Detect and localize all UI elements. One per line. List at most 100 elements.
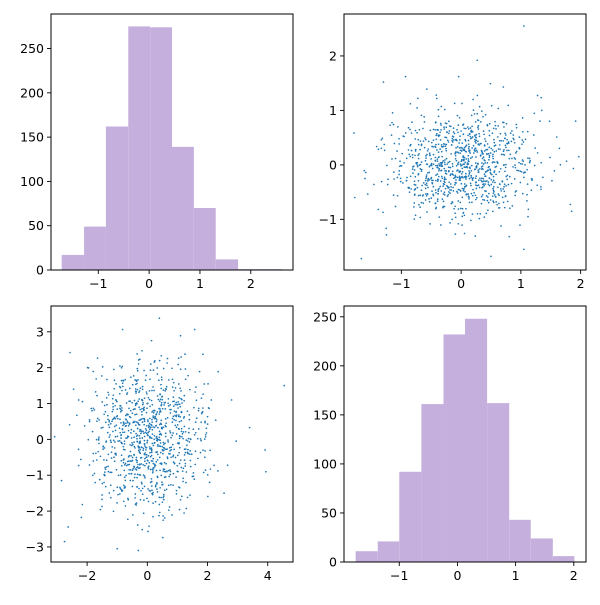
- scatter-point: [466, 126, 469, 128]
- scatter-point: [142, 449, 145, 451]
- scatter-point: [480, 142, 482, 145]
- scatter-point: [155, 420, 158, 423]
- scatter-point: [180, 427, 183, 430]
- scatter-point: [125, 422, 127, 425]
- scatter-point: [149, 455, 152, 458]
- scatter-point: [412, 165, 415, 168]
- scatter-point: [437, 190, 440, 193]
- scatter-point: [411, 121, 413, 124]
- scatter-point: [145, 432, 148, 435]
- scatter-point: [67, 526, 70, 528]
- scatter-point: [424, 193, 427, 195]
- scatter-point: [185, 439, 188, 441]
- scatter-point: [129, 409, 132, 412]
- scatter-point: [476, 212, 479, 215]
- scatter-point: [443, 194, 446, 196]
- scatter-point: [91, 409, 93, 412]
- scatter-point: [435, 179, 437, 182]
- scatter-point: [112, 408, 115, 411]
- scatter-point: [519, 224, 521, 226]
- scatter-point: [91, 474, 94, 477]
- scatter-point: [184, 462, 187, 465]
- plot-area: [53, 317, 286, 552]
- scatter-point: [396, 176, 399, 179]
- scatter-point: [189, 494, 191, 496]
- scatter-point: [156, 488, 158, 490]
- scatter-point: [540, 96, 543, 99]
- scatter-point: [426, 150, 429, 152]
- scatter-point: [474, 135, 476, 137]
- scatter-point: [177, 407, 179, 409]
- scatter-point: [157, 398, 160, 401]
- scatter-point: [408, 153, 411, 156]
- scatter-point: [522, 172, 525, 174]
- scatter-point: [109, 484, 112, 487]
- scatter-point: [468, 198, 470, 200]
- histogram-bar: [443, 334, 465, 562]
- scatter-point: [206, 415, 209, 418]
- scatter-point: [420, 161, 423, 163]
- scatter-point: [138, 391, 140, 394]
- scatter-point: [149, 490, 152, 492]
- scatter-point: [165, 422, 168, 425]
- scatter-point: [113, 447, 116, 449]
- scatter-point: [463, 214, 466, 217]
- scatter-point: [509, 153, 512, 156]
- scatter-point: [68, 423, 71, 426]
- scatter-point: [474, 177, 477, 180]
- scatter-point: [463, 146, 466, 149]
- scatter-point: [164, 475, 167, 478]
- scatter-point: [427, 140, 430, 143]
- scatter-point: [461, 196, 464, 199]
- scatter-point: [160, 423, 163, 426]
- scatter-point: [474, 194, 477, 197]
- scatter-point: [420, 144, 423, 147]
- scatter-point: [435, 164, 437, 167]
- scatter-point: [418, 203, 420, 206]
- scatter-point: [141, 349, 143, 352]
- scatter-point: [417, 173, 420, 175]
- scatter-point: [119, 386, 122, 389]
- scatter-point: [502, 121, 505, 124]
- scatter-point: [121, 382, 124, 385]
- scatter-point: [124, 479, 127, 482]
- scatter-point: [149, 363, 152, 365]
- scatter-point: [184, 353, 186, 355]
- scatter-point: [156, 476, 159, 479]
- scatter-point: [98, 419, 101, 421]
- scatter-point: [417, 157, 420, 160]
- scatter-point: [464, 185, 467, 188]
- scatter-point: [128, 387, 131, 390]
- scatter-point: [424, 183, 427, 186]
- scatter-point: [207, 382, 209, 385]
- scatter-point: [436, 158, 439, 161]
- scatter-point: [463, 232, 466, 235]
- scatter-point: [159, 398, 162, 401]
- scatter-point: [487, 181, 490, 183]
- scatter-point: [435, 134, 438, 137]
- scatter-point: [532, 134, 535, 136]
- scatter-point: [499, 167, 502, 170]
- scatter-point: [143, 453, 146, 455]
- scatter-point: [147, 419, 149, 421]
- scatter-point: [417, 143, 420, 146]
- scatter-point: [453, 207, 455, 210]
- scatter-point: [519, 181, 522, 184]
- scatter-point: [443, 126, 445, 129]
- scatter-point: [151, 442, 154, 445]
- scatter-point: [139, 498, 142, 501]
- scatter-point: [155, 417, 157, 420]
- scatter-point: [377, 148, 380, 151]
- scatter-point: [409, 102, 412, 105]
- scatter-point: [180, 390, 182, 392]
- scatter-point: [116, 408, 119, 410]
- scatter-point: [468, 196, 470, 198]
- scatter-point: [364, 177, 366, 180]
- scatter-point: [483, 199, 486, 201]
- scatter-point: [126, 421, 129, 424]
- scatter-point: [206, 423, 209, 425]
- scatter-point: [118, 392, 121, 395]
- scatter-point: [142, 512, 145, 515]
- scatter-point: [208, 481, 211, 484]
- scatter-point: [427, 177, 430, 180]
